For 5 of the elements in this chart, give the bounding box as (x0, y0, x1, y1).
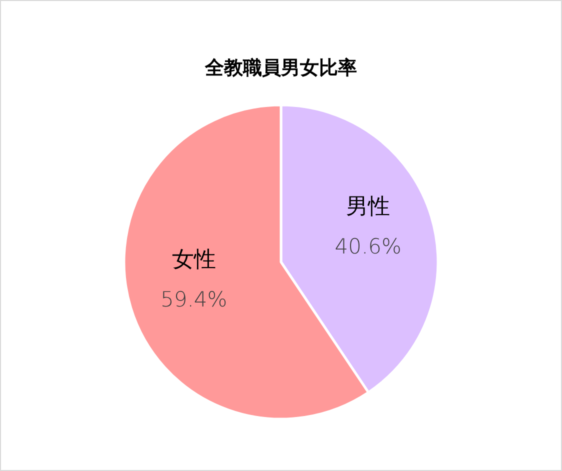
data-label: 40.6% (334, 234, 402, 258)
data-label: 59.4% (160, 288, 228, 312)
chart-title: 全教職員男女比率 (204, 57, 357, 79)
slice-label: 女性 (172, 248, 216, 272)
slice-label: 男性 (346, 194, 390, 220)
